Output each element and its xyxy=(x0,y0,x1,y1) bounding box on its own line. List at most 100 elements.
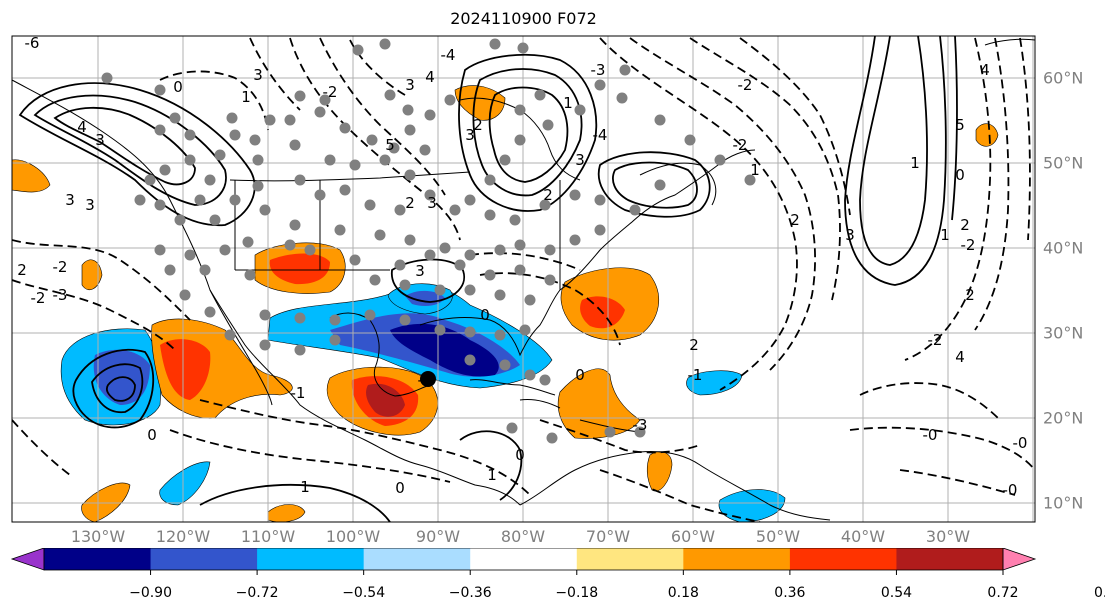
contour-label: -2 xyxy=(738,76,753,94)
significance-dot xyxy=(484,209,496,221)
significance-dot xyxy=(574,104,586,116)
significance-dot xyxy=(214,149,226,161)
significance-dot xyxy=(544,244,556,256)
significance-dot xyxy=(629,204,641,216)
significance-dot xyxy=(388,142,400,154)
significance-dot xyxy=(229,129,241,141)
colorbar-swatch xyxy=(150,548,258,570)
contour-label: -3 xyxy=(53,286,68,304)
significance-dot xyxy=(194,194,206,206)
significance-dot xyxy=(524,369,536,381)
significance-dot xyxy=(424,109,436,121)
contour-label: 5 xyxy=(955,116,965,134)
significance-dot xyxy=(284,239,296,251)
positive-anomaly-caribbean xyxy=(557,368,641,439)
significance-dot xyxy=(542,119,554,131)
contour-label: -4 xyxy=(441,46,456,64)
contour-label: -6 xyxy=(25,34,40,52)
colorbar-swatch xyxy=(363,548,471,570)
significance-dot xyxy=(304,244,316,256)
significance-dot xyxy=(289,219,301,231)
contour-label: -3 xyxy=(633,416,648,434)
significance-dot xyxy=(539,199,551,211)
significance-dot xyxy=(402,104,414,116)
significance-dot xyxy=(324,154,336,166)
contour-label: 3 xyxy=(575,151,585,169)
significance-dot xyxy=(259,204,271,216)
contour-label: -0 xyxy=(923,426,938,444)
significance-dot xyxy=(284,114,296,126)
contour-label: -2 xyxy=(928,331,943,349)
contour-label: -3 xyxy=(591,61,606,79)
contour-label: 4 xyxy=(77,118,87,136)
significance-dot xyxy=(226,112,238,124)
significance-dot xyxy=(204,174,216,186)
contour-label: -0 xyxy=(1013,434,1028,452)
significance-dot xyxy=(544,274,556,286)
colorbar xyxy=(10,548,1037,575)
contour-label: -4 xyxy=(593,126,608,144)
significance-dot xyxy=(379,38,391,50)
significance-dot xyxy=(154,124,166,136)
map-frame xyxy=(11,35,1036,523)
contour-label: 0 xyxy=(480,306,490,324)
significance-dot xyxy=(369,274,381,286)
significance-dot xyxy=(144,174,156,186)
latitude-label: 50°N xyxy=(1043,153,1084,173)
contour-label: 3 xyxy=(65,191,75,209)
colorbar-tick-label: −0.54 xyxy=(342,585,386,601)
significance-dot xyxy=(744,174,756,186)
longitude-label: 70°W xyxy=(585,527,631,546)
contour-label: 0 xyxy=(575,366,585,384)
colorbar-tick-label: −0.90 xyxy=(129,585,172,601)
significance-dot xyxy=(399,314,411,326)
contour-label: 1 xyxy=(750,161,760,179)
significance-dot xyxy=(506,422,518,434)
significance-dot xyxy=(419,144,431,156)
negative-anomaly-atlantic-small xyxy=(686,370,743,396)
significance-dot xyxy=(444,94,456,106)
longitude-label: 30°W xyxy=(925,527,971,546)
colorbar-frame xyxy=(43,548,1004,571)
significance-dot xyxy=(242,236,254,248)
significance-dot xyxy=(339,122,351,134)
latitude-label: 30°N xyxy=(1043,323,1084,343)
colorbar-arrow-left xyxy=(10,548,45,571)
contour-label: 1 xyxy=(300,478,310,496)
significance-dot xyxy=(517,42,529,54)
contour-label: 2 xyxy=(960,216,970,234)
significance-dot xyxy=(134,194,146,206)
contours-negative xyxy=(12,37,1035,522)
significance-dot xyxy=(319,94,331,106)
significance-dot xyxy=(154,84,166,96)
contour-label: 3 xyxy=(415,262,425,280)
contour-label: 1 xyxy=(910,154,920,172)
significance-dot xyxy=(179,289,191,301)
significance-dot xyxy=(569,189,581,201)
significance-dot xyxy=(314,189,326,201)
significance-dot xyxy=(159,164,171,176)
significance-dot xyxy=(424,249,436,261)
significance-dot xyxy=(514,134,526,146)
contour-label: 3 xyxy=(845,226,855,244)
significance-dot xyxy=(224,329,236,341)
significance-dot xyxy=(294,312,306,324)
significance-dot xyxy=(294,174,306,186)
significance-dot xyxy=(494,289,506,301)
contour-label: 1 xyxy=(563,94,573,112)
contours-positive xyxy=(18,36,958,522)
significance-dot xyxy=(394,204,406,216)
significance-dot xyxy=(499,154,511,166)
significance-dot xyxy=(366,134,378,146)
significance-dot xyxy=(259,339,271,351)
significance-dot xyxy=(264,114,276,126)
longitude-label: 120°W xyxy=(155,527,211,546)
contour-label: -2 xyxy=(961,236,976,254)
significance-dot xyxy=(184,154,196,166)
significance-dot xyxy=(714,154,726,166)
colorbar-tick-label: −0.36 xyxy=(448,585,492,601)
significance-dot xyxy=(464,249,476,261)
chart-title: 2024110900 F072 xyxy=(450,9,597,28)
colorbar-swatch xyxy=(470,548,578,570)
significance-dot xyxy=(654,179,666,191)
